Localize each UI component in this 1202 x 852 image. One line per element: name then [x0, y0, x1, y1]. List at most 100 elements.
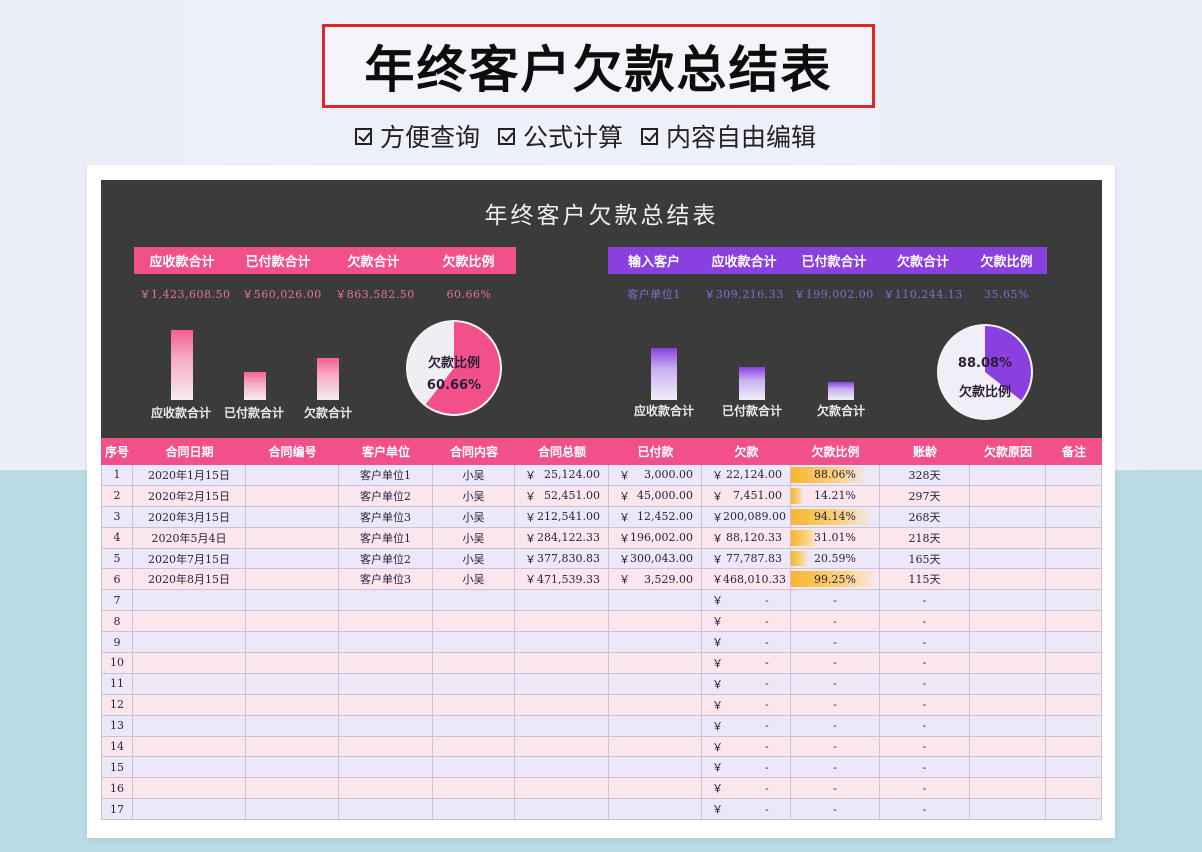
column-header[interactable]: 合同日期 [165, 445, 214, 459]
cell-age[interactable]: - [880, 757, 970, 779]
cell-empty[interactable] [133, 715, 246, 737]
cell-contract-no[interactable] [246, 548, 339, 570]
cell-no[interactable]: 7 [101, 590, 133, 612]
cell-empty[interactable] [246, 736, 339, 758]
cell-empty[interactable] [433, 778, 515, 800]
cell-owed[interactable]: ￥ - [702, 673, 791, 695]
cell-ratio[interactable]: - [791, 715, 880, 737]
cell-no[interactable]: 12 [101, 694, 133, 716]
cell-empty[interactable] [339, 799, 433, 821]
cell-reason[interactable] [970, 799, 1046, 821]
cell-owed[interactable]: ￥ - [702, 736, 791, 758]
cell-no[interactable]: 6 [101, 569, 133, 591]
cell-paid[interactable]: ￥ 300,043.00 [609, 548, 702, 570]
cell-note[interactable] [1046, 527, 1102, 549]
cell-empty[interactable] [339, 611, 433, 633]
cell-content[interactable]: 小吴 [433, 548, 515, 570]
cell-age[interactable]: 165天 [880, 548, 970, 570]
cell-empty[interactable] [133, 632, 246, 654]
cell-no[interactable]: 4 [101, 527, 133, 549]
cell-empty[interactable] [339, 736, 433, 758]
cell-age[interactable]: - [880, 694, 970, 716]
cell-empty[interactable] [433, 590, 515, 612]
cell-empty[interactable] [515, 736, 609, 758]
cell-owed[interactable]: ￥ - [702, 778, 791, 800]
cell-note[interactable] [1046, 778, 1102, 800]
cell-empty[interactable] [339, 632, 433, 654]
cell-note[interactable] [1046, 799, 1102, 821]
cell-age[interactable]: - [880, 715, 970, 737]
cell-content[interactable]: 小吴 [433, 527, 515, 549]
cell-reason[interactable] [970, 569, 1046, 591]
cell-ratio[interactable]: 14.21% [791, 485, 880, 507]
cell-ratio[interactable]: 31.01% [791, 527, 880, 549]
cell-reason[interactable] [970, 757, 1046, 779]
cell-empty[interactable] [433, 736, 515, 758]
cell-empty[interactable] [515, 590, 609, 612]
cell-reason[interactable] [970, 548, 1046, 570]
cell-note[interactable] [1046, 715, 1102, 737]
cell-empty[interactable] [246, 673, 339, 695]
cell-total[interactable]: ￥ 284,122.33 [515, 527, 609, 549]
cell-no[interactable]: 14 [101, 736, 133, 758]
column-header[interactable]: 欠款比例 [811, 445, 860, 459]
cell-date[interactable]: 2020年5月4日 [133, 527, 246, 549]
cell-no[interactable]: 1 [101, 465, 133, 486]
cell-empty[interactable] [515, 632, 609, 654]
cell-owed[interactable]: ￥ - [702, 632, 791, 654]
cell-total[interactable]: ￥ 471,539.33 [515, 569, 609, 591]
cell-total[interactable]: ￥ 25,124.00 [515, 465, 609, 486]
cell-owed[interactable]: ￥ 22,124.00 [702, 465, 791, 486]
cell-owed[interactable]: ￥ 7,451.00 [702, 485, 791, 507]
cell-reason[interactable] [970, 611, 1046, 633]
cell-note[interactable] [1046, 694, 1102, 716]
cell-empty[interactable] [609, 757, 702, 779]
cell-empty[interactable] [609, 611, 702, 633]
cell-empty[interactable] [515, 611, 609, 633]
cell-empty[interactable] [339, 653, 433, 674]
cell-no[interactable]: 15 [101, 757, 133, 779]
cell-note[interactable] [1046, 465, 1102, 486]
column-header[interactable]: 序号 [104, 445, 129, 459]
cell-empty[interactable] [433, 632, 515, 654]
cell-note[interactable] [1046, 548, 1102, 570]
cell-ratio[interactable]: - [791, 673, 880, 695]
cell-age[interactable]: - [880, 611, 970, 633]
cell-owed[interactable]: ￥ 200,089.00 [702, 506, 791, 528]
column-header[interactable]: 客户单位 [361, 445, 410, 459]
column-header[interactable]: 备注 [1061, 445, 1086, 459]
cell-date[interactable]: 2020年8月15日 [133, 569, 246, 591]
cell-empty[interactable] [339, 673, 433, 695]
cell-note[interactable] [1046, 569, 1102, 591]
cell-age[interactable]: 218天 [880, 527, 970, 549]
cell-ratio[interactable]: - [791, 611, 880, 633]
cell-reason[interactable] [970, 485, 1046, 507]
cell-note[interactable] [1046, 485, 1102, 507]
cell-empty[interactable] [433, 673, 515, 695]
cell-owed[interactable]: ￥ - [702, 715, 791, 737]
column-header[interactable]: 合同内容 [449, 445, 498, 459]
cell-no[interactable]: 3 [101, 506, 133, 528]
cell-empty[interactable] [133, 673, 246, 695]
cell-note[interactable] [1046, 653, 1102, 674]
cell-empty[interactable] [246, 799, 339, 821]
cell-note[interactable] [1046, 757, 1102, 779]
cell-empty[interactable] [133, 736, 246, 758]
column-header[interactable]: 欠款 [734, 445, 759, 459]
cell-paid[interactable]: ￥ 196,002.00 [609, 527, 702, 549]
cell-empty[interactable] [339, 757, 433, 779]
cell-ratio[interactable]: - [791, 694, 880, 716]
cell-contract-no[interactable] [246, 465, 339, 486]
cell-empty[interactable] [609, 778, 702, 800]
cell-reason[interactable] [970, 715, 1046, 737]
column-header[interactable]: 合同编号 [268, 445, 317, 459]
cell-empty[interactable] [133, 778, 246, 800]
cell-empty[interactable] [339, 694, 433, 716]
cell-age[interactable]: - [880, 653, 970, 674]
customer-select-value[interactable]: 客户单位1 [627, 288, 681, 301]
cell-ratio[interactable]: - [791, 736, 880, 758]
cell-empty[interactable] [609, 715, 702, 737]
cell-customer[interactable]: 客户单位3 [339, 506, 433, 528]
cell-contract-no[interactable] [246, 485, 339, 507]
cell-empty[interactable] [246, 611, 339, 633]
